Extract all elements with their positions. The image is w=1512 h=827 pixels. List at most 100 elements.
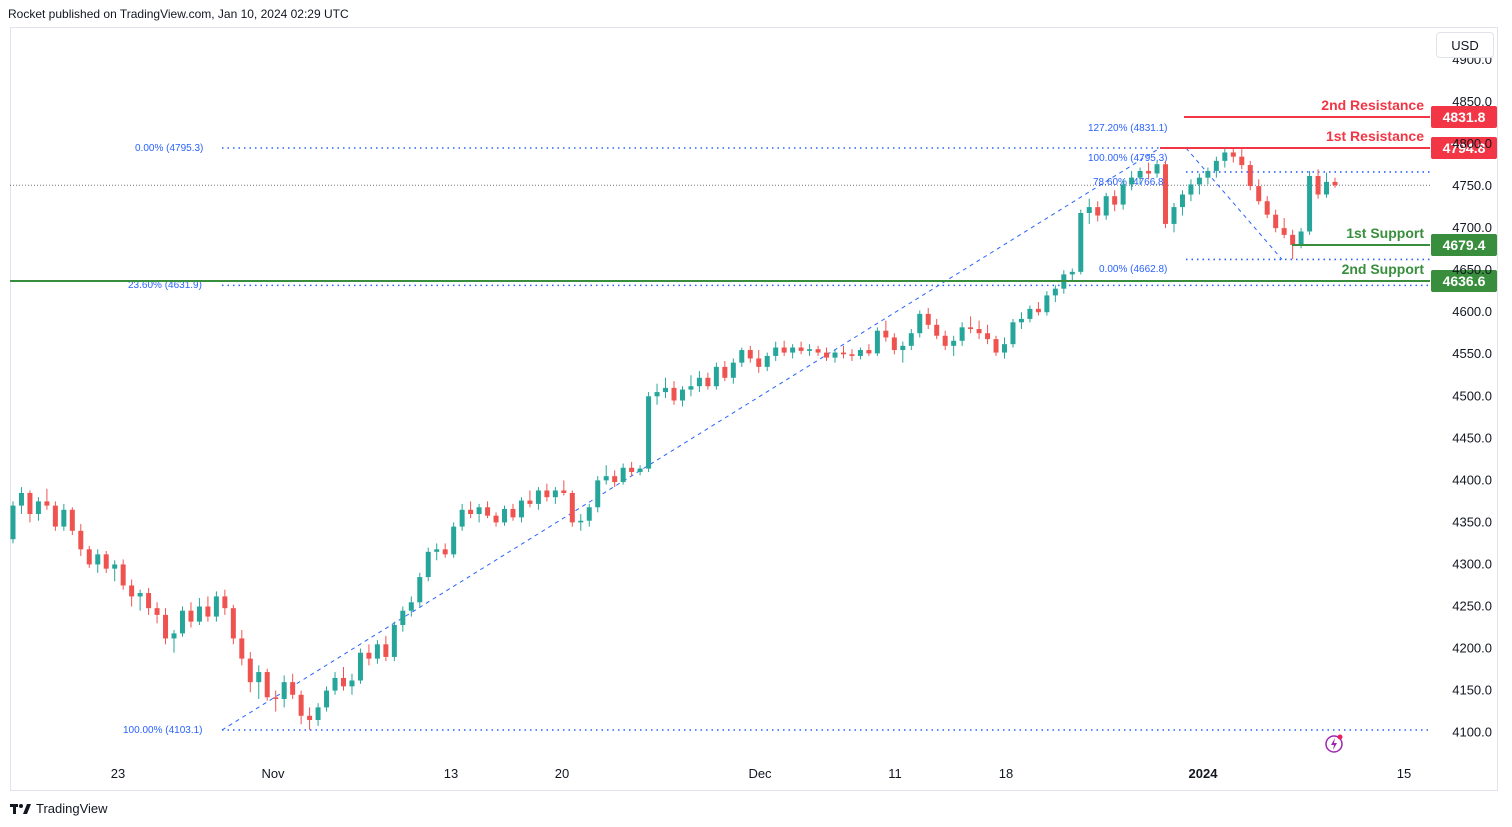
misc-layer: [1325, 734, 1343, 753]
candle-body: [840, 352, 846, 355]
candle-body: [629, 467, 635, 472]
candle-body: [112, 564, 118, 569]
candle-body: [747, 350, 753, 359]
y-tick-label: 4750.0: [1452, 178, 1492, 193]
tradingview-logo-text: TradingView: [36, 801, 108, 816]
candle-body: [154, 608, 160, 615]
candle-body: [256, 672, 262, 683]
y-tick-label: 4350.0: [1452, 514, 1492, 529]
candle-body: [290, 682, 296, 695]
candle-body: [451, 526, 457, 555]
candle-body: [374, 644, 380, 659]
candle-body: [1281, 228, 1287, 235]
fib-label: 100.00% (4103.1): [123, 725, 203, 736]
candle-body: [1247, 165, 1253, 187]
candle-body: [78, 530, 84, 550]
candle-body: [1112, 196, 1118, 205]
candle-body: [205, 606, 211, 617]
candle-body: [569, 492, 575, 523]
candle-body: [1188, 184, 1194, 195]
candle-body: [730, 362, 736, 378]
levels-layer: 2nd Resistance 4831.8 1st Resistance 4794.8…: [10, 97, 1497, 292]
candle-body: [1120, 184, 1126, 205]
candle-body: [544, 490, 550, 498]
event-dot-icon: [1337, 734, 1343, 740]
candle-body: [298, 694, 304, 716]
candle-body: [1002, 344, 1007, 353]
tradingview-logo[interactable]: TradingView: [10, 801, 108, 816]
candle-body: [44, 501, 50, 506]
candle-body: [1086, 207, 1092, 213]
x-tick-label: Dec: [748, 766, 772, 781]
candle-body: [790, 347, 796, 353]
candle-body: [832, 352, 838, 358]
candle-body: [637, 468, 643, 472]
candle-body: [671, 387, 677, 401]
fib-label: 100.00% (4795.3): [1088, 153, 1168, 164]
currency-button[interactable]: USD: [1436, 32, 1494, 58]
y-tick-label: 4500.0: [1452, 388, 1492, 403]
level-name-3: 2nd Support: [1342, 261, 1425, 277]
candle-body: [366, 652, 372, 659]
candle-body: [815, 349, 821, 353]
x-tick-label: 15: [1397, 766, 1411, 781]
candle-body: [120, 564, 126, 586]
candle-body: [1137, 170, 1143, 178]
y-tick-label: 4300.0: [1452, 556, 1492, 571]
candle-body: [171, 633, 177, 639]
candle-body: [69, 509, 75, 531]
candle-body: [459, 509, 465, 527]
x-tick-label: Nov: [261, 766, 285, 781]
candle-body: [129, 585, 135, 597]
fib-layer: 0.00% (4795.3) 23.60% (4631.9) 100.00% (41…: [10, 123, 1430, 736]
y-tick-label: 4650.0: [1452, 262, 1492, 277]
candle-body: [391, 624, 397, 657]
candle-body: [679, 389, 685, 401]
candle-body: [273, 697, 279, 699]
candle-body: [18, 492, 24, 506]
y-tick-label: 4450.0: [1452, 430, 1492, 445]
candle-body: [434, 549, 440, 552]
candle-body: [1213, 160, 1219, 171]
candle-body: [349, 680, 355, 687]
candle-body: [281, 682, 287, 699]
y-tick-label: 4200.0: [1452, 641, 1492, 656]
candle-body: [400, 610, 406, 625]
candle-body: [900, 345, 906, 351]
candle-body: [442, 549, 448, 555]
candle-body: [196, 606, 202, 622]
candle-body: [722, 366, 728, 378]
x-tick-label: 20: [555, 766, 569, 781]
candle-body: [1129, 177, 1135, 185]
candle-body: [951, 340, 957, 346]
candle-body: [357, 652, 363, 681]
y-tick-label: 4400.0: [1452, 472, 1492, 487]
candle-body: [849, 354, 855, 356]
fib-label: 127.20% (4831.1): [1088, 123, 1168, 134]
candle-body: [239, 638, 245, 659]
y-tick-label: 4800.0: [1452, 136, 1492, 151]
candle-body: [425, 551, 431, 578]
candle-body: [917, 313, 923, 334]
y-tick-label: 4600.0: [1452, 304, 1492, 319]
candle-body: [866, 350, 872, 354]
time-axis: 23 Nov 13 20 Dec 11 18 2024 15: [111, 766, 1411, 781]
level-name-1: 1st Resistance: [1326, 128, 1424, 144]
candle-body: [485, 507, 491, 516]
candle-body: [1179, 194, 1185, 208]
candle-body: [1298, 231, 1304, 245]
candles-layer: [10, 147, 1338, 731]
candle-body: [1095, 207, 1101, 216]
candle-body: [493, 515, 499, 523]
candle-body: [857, 350, 863, 356]
candle-body: [1052, 288, 1058, 296]
candle-body: [1324, 181, 1330, 195]
bolt-icon: [1331, 738, 1337, 750]
candle-body: [578, 520, 584, 523]
candle-body: [603, 476, 609, 481]
candle-body: [1256, 186, 1262, 202]
publisher-line: Rocket published on TradingView.com, Jan…: [8, 7, 349, 21]
candle-body: [705, 377, 711, 387]
candle-body: [518, 500, 524, 518]
